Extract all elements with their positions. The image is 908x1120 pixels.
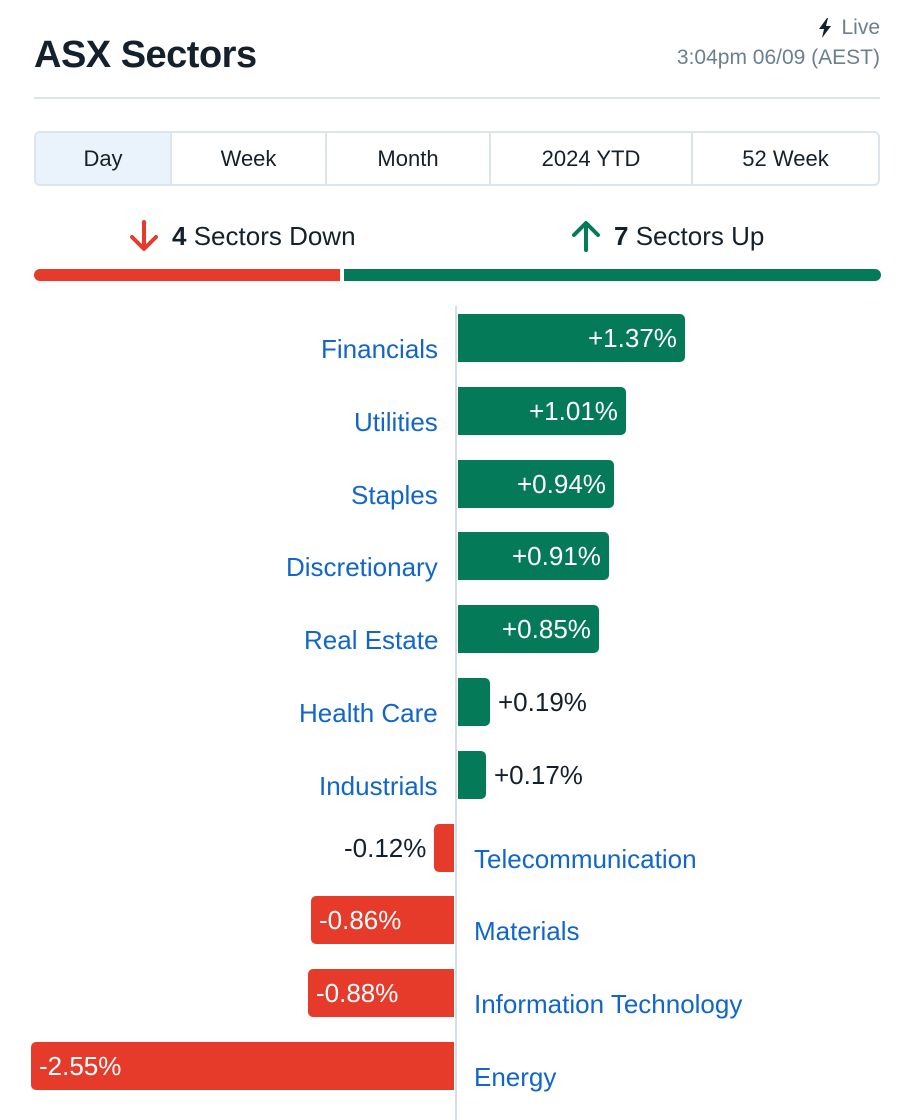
timestamp: 3:04pm 06/09 (AEST) bbox=[676, 46, 880, 69]
sectors-down-label: Sectors Down bbox=[193, 220, 356, 251]
category-label[interactable]: Health Care bbox=[299, 698, 438, 728]
bar-industrials[interactable] bbox=[458, 751, 486, 799]
category-label[interactable]: Telecommunication bbox=[474, 844, 697, 874]
data-label: +0.94% bbox=[517, 469, 606, 499]
sectors-up-label: Sectors Up bbox=[635, 220, 765, 251]
category-label[interactable]: Materials bbox=[474, 916, 580, 946]
bar-financials[interactable] bbox=[458, 314, 685, 362]
down-proportion-bar bbox=[34, 269, 340, 281]
data-label: +0.85% bbox=[502, 614, 591, 644]
tab-day[interactable]: Day bbox=[36, 133, 172, 184]
bar-information-technology[interactable] bbox=[308, 969, 454, 1017]
bar-energy[interactable] bbox=[31, 1042, 454, 1090]
data-label: +0.91% bbox=[512, 541, 601, 571]
header-divider bbox=[34, 97, 880, 99]
arrow-up-icon bbox=[572, 221, 600, 252]
period-tabs: Day Week Month 2024 YTD 52 Week bbox=[34, 131, 880, 186]
data-label: +0.19% bbox=[498, 687, 587, 717]
category-label[interactable]: Staples bbox=[351, 480, 438, 510]
page-title: ASX Sectors bbox=[34, 34, 257, 76]
category-label[interactable]: Industrials bbox=[319, 771, 438, 801]
tab-ytd[interactable]: 2024 YTD bbox=[491, 133, 693, 184]
sectors-down-summary: 4 Sectors Down bbox=[126, 218, 356, 254]
bar-materials[interactable] bbox=[311, 896, 454, 944]
zero-axis bbox=[455, 306, 457, 1120]
live-label: Live bbox=[841, 16, 880, 39]
sectors-down-count: 4 bbox=[172, 220, 187, 251]
data-label: +1.37% bbox=[588, 323, 677, 353]
category-label[interactable]: Discretionary bbox=[286, 552, 438, 582]
category-label[interactable]: Utilities bbox=[354, 407, 438, 437]
bar-telecommunication[interactable] bbox=[434, 824, 454, 872]
bar-utilities[interactable] bbox=[458, 387, 626, 435]
sectors-up-summary: 7 Sectors Up bbox=[568, 218, 764, 254]
category-label[interactable]: Financials bbox=[321, 334, 439, 364]
bar-staples[interactable] bbox=[458, 460, 614, 508]
data-label: -2.55% bbox=[39, 1051, 122, 1081]
tab-52-week[interactable]: 52 Week bbox=[742, 145, 829, 171]
data-label: +1.01% bbox=[529, 396, 618, 426]
category-label[interactable]: Energy bbox=[474, 1062, 557, 1092]
data-label: -0.86% bbox=[319, 905, 402, 935]
live-indicator: Live bbox=[817, 16, 880, 40]
category-label[interactable]: Real Estate bbox=[304, 625, 439, 655]
tab-month[interactable]: Month bbox=[327, 133, 491, 184]
bar-health-care[interactable] bbox=[458, 678, 490, 726]
arrow-down-icon bbox=[130, 220, 158, 251]
data-label: -0.88% bbox=[316, 978, 399, 1008]
up-proportion-bar bbox=[344, 269, 881, 281]
category-label[interactable]: Information Technology bbox=[474, 989, 743, 1019]
bar-real-estate[interactable] bbox=[458, 605, 599, 653]
bolt-icon bbox=[819, 18, 832, 38]
data-label: +0.17% bbox=[494, 760, 583, 790]
tab-week[interactable]: Week bbox=[172, 133, 327, 184]
sectors-up-count: 7 bbox=[614, 220, 629, 251]
data-label: -0.12% bbox=[344, 833, 427, 863]
bar-discretionary[interactable] bbox=[458, 532, 609, 580]
